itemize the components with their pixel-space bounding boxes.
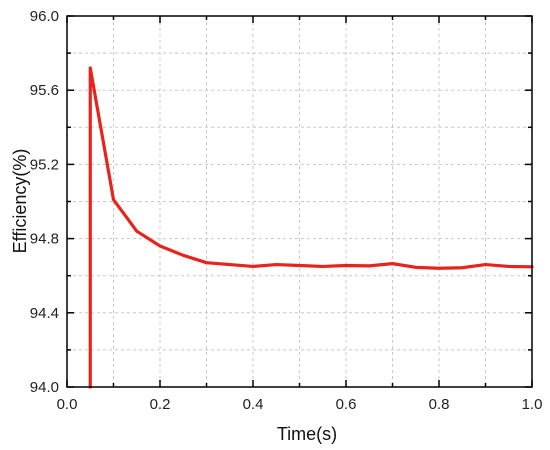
y-axis-title: Efficiency(%) xyxy=(10,149,30,254)
x-tick-label: 0.4 xyxy=(243,396,264,413)
y-tick-label: 96.0 xyxy=(30,8,59,25)
x-tick-label: 1.0 xyxy=(522,396,543,413)
x-tick-label: 0.2 xyxy=(150,396,171,413)
tick-labels: 0.0 0.2 0.4 0.6 0.8 1.0 94.0 94.4 94.8 95.2 95.6 96… xyxy=(30,8,543,413)
axis-ticks xyxy=(66,15,533,388)
y-tick-label: 95.2 xyxy=(30,156,59,173)
grid-lines xyxy=(67,16,532,387)
x-tick-label: 0.8 xyxy=(429,396,450,413)
x-tick-label: 0.6 xyxy=(336,396,357,413)
x-axis-title: Time(s) xyxy=(277,424,337,444)
x-tick-label: 0.0 xyxy=(57,396,78,413)
y-tick-label: 94.8 xyxy=(30,231,59,248)
y-tick-label: 95.6 xyxy=(30,82,59,99)
y-tick-label: 94.4 xyxy=(30,305,59,322)
series-layer xyxy=(88,66,534,389)
y-tick-label: 94.0 xyxy=(30,379,59,396)
series-line-0 xyxy=(88,66,534,389)
